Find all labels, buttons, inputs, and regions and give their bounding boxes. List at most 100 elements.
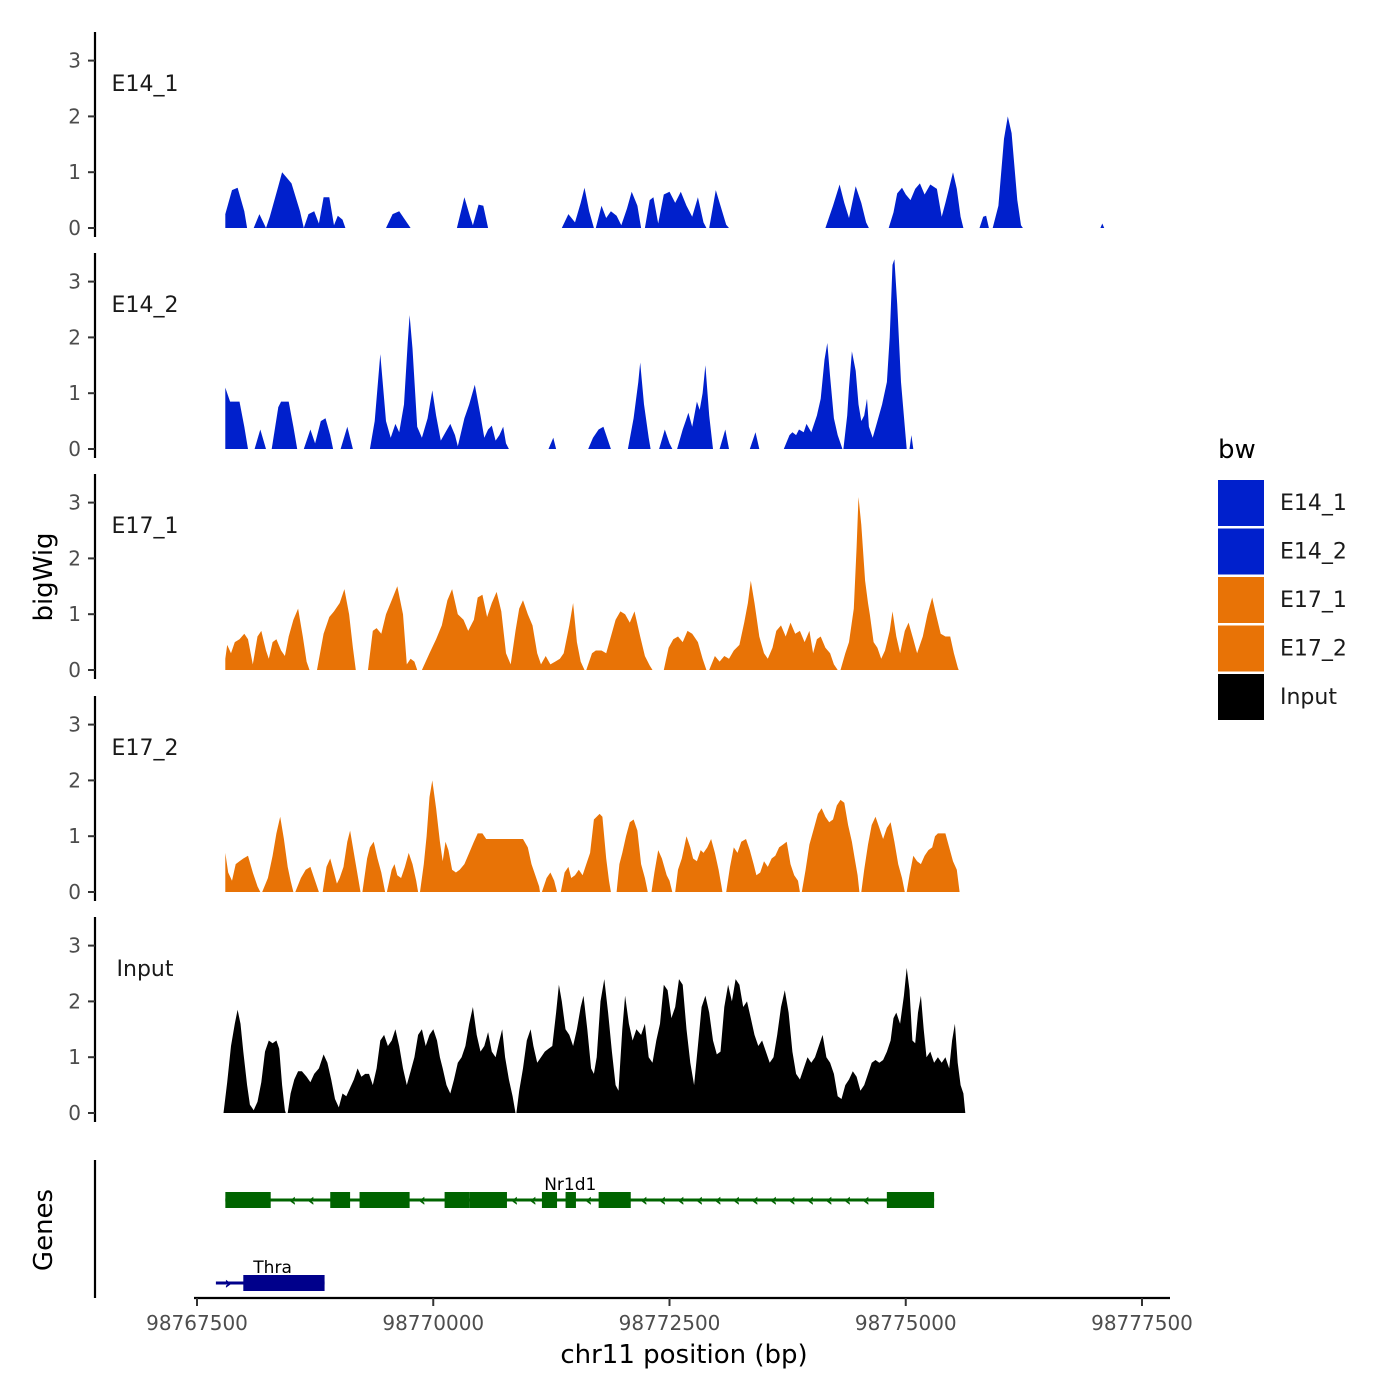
signal-area <box>825 184 869 228</box>
signal-area <box>888 172 964 228</box>
legend-label: Input <box>1280 685 1337 710</box>
y-axis-title: bigWig <box>29 532 59 621</box>
strand-arrow: › <box>224 1273 231 1294</box>
signal-area <box>909 435 914 449</box>
y-tick-label: 3 <box>68 713 81 737</box>
signal-area <box>719 429 729 449</box>
y-tick-label: 1 <box>68 160 81 184</box>
gene-Nr1d1: ‹ ‹ ‹ ‹ ‹ ‹ ‹ ‹ ‹ ‹ ‹ ‹ ‹ ‹ ‹ ‹ ‹ ‹ ‹Nr1d1 <box>225 1175 935 1211</box>
legend-swatch <box>1218 528 1264 575</box>
signal-area <box>322 830 361 892</box>
strand-arrow: ‹ <box>807 1190 814 1211</box>
signal-area <box>386 852 419 892</box>
exon <box>330 1192 351 1208</box>
signal-area <box>253 172 346 228</box>
signal-area <box>616 819 648 892</box>
strand-arrow: ‹ <box>641 1190 648 1211</box>
signal-area <box>861 816 905 892</box>
signal-area <box>262 816 294 892</box>
y-tick-label: 2 <box>68 768 81 792</box>
signal-area <box>254 429 266 449</box>
signal-area <box>659 429 673 449</box>
y-tick-label: 3 <box>68 491 81 515</box>
gene-label: Thra <box>252 1258 292 1278</box>
signal-area <box>588 426 611 449</box>
signal-area <box>287 1007 516 1113</box>
signal-area <box>295 866 319 892</box>
signal-area <box>644 191 707 228</box>
strand-arrow: ‹ <box>678 1190 685 1211</box>
signal-area <box>386 211 411 228</box>
signal-area <box>561 187 594 228</box>
signal-area <box>223 1009 286 1113</box>
strand-arrow: ‹ <box>770 1190 777 1211</box>
y-tick-label: 0 <box>68 880 81 904</box>
y-tick-label: 0 <box>68 658 81 682</box>
signal-area <box>675 836 723 892</box>
track-E17_2: 0 1 2 3 E17_2 <box>68 696 960 904</box>
y-tick-label: 2 <box>68 989 81 1013</box>
signal-area <box>726 839 800 892</box>
exon <box>565 1192 576 1208</box>
legend-label: E14_1 <box>1280 491 1347 516</box>
legend-item: Input <box>1218 674 1337 720</box>
legend: bw E14_1 E14_2 E17_1 E17_2 Input <box>1218 435 1347 720</box>
strand-arrow: ‹ <box>844 1190 851 1211</box>
x-tick-label: 98772500 <box>619 1311 721 1335</box>
signal-area <box>560 813 611 892</box>
strand-arrow: ‹ <box>752 1190 759 1211</box>
x-axis: 98767500 98770000 98772500 98775000 98777500 <box>146 1296 1193 1335</box>
signal-area <box>340 426 353 449</box>
track-E17_1: 0 1 2 3 E17_1 <box>68 474 959 682</box>
track-label: E14_1 <box>112 72 179 97</box>
strand-arrow: ‹ <box>789 1190 796 1211</box>
strand-arrow: ‹ <box>826 1190 833 1211</box>
signal-area <box>225 852 261 892</box>
legend-title: bw <box>1218 435 1256 465</box>
signal-area <box>677 365 713 449</box>
strand-arrow: ‹ <box>696 1190 703 1211</box>
legend-item: E14_2 <box>1218 528 1347 575</box>
signal-area <box>456 197 489 228</box>
signal-area <box>516 967 966 1113</box>
legend-item: E17_2 <box>1218 625 1347 672</box>
strand-arrow: ‹ <box>419 1190 426 1211</box>
y-tick-label: 2 <box>68 325 81 349</box>
signal-area <box>1100 223 1105 228</box>
exon <box>469 1192 507 1208</box>
signal-area <box>421 589 585 670</box>
exon <box>541 1192 558 1208</box>
y-tick-label: 0 <box>68 216 81 240</box>
signal-area <box>709 580 838 670</box>
signal-area <box>663 630 707 670</box>
exon <box>225 1192 271 1208</box>
signal-area <box>749 432 760 449</box>
legend-label: E17_2 <box>1280 637 1347 662</box>
y-tick-label: 0 <box>68 437 81 461</box>
exon <box>359 1192 410 1208</box>
signal-area <box>368 586 418 670</box>
y-tick-label: 2 <box>68 104 81 128</box>
tracks-area: 0 1 2 3 E14_1 0 1 2 3 E14_2 0 1 2 3 E17_1 0 1 2 3 E17_2 0 1 2 3… <box>68 32 1105 1125</box>
signal-area <box>541 872 557 892</box>
legend-label: E14_2 <box>1280 540 1347 565</box>
legend-swatch <box>1218 674 1264 720</box>
x-axis-title: chr11 position (bp) <box>560 1340 807 1370</box>
track-label: E17_1 <box>112 514 179 539</box>
signal-area <box>225 608 310 670</box>
track-E14_1: 0 1 2 3 E14_1 <box>68 32 1105 240</box>
signal-area <box>420 780 540 892</box>
legend-label: E17_1 <box>1280 588 1347 613</box>
legend-item: E17_1 <box>1218 577 1347 623</box>
strand-arrow: ‹ <box>308 1190 315 1211</box>
exon <box>243 1275 325 1291</box>
signal-area <box>271 401 298 449</box>
strand-arrow: ‹ <box>530 1190 537 1211</box>
signal-area <box>369 315 509 449</box>
signal-area <box>992 116 1023 228</box>
signal-area <box>362 841 386 892</box>
legend-swatch <box>1218 625 1264 672</box>
exon <box>598 1192 631 1208</box>
strand-arrow: ‹ <box>511 1190 518 1211</box>
x-tick-label: 98770000 <box>382 1311 484 1335</box>
